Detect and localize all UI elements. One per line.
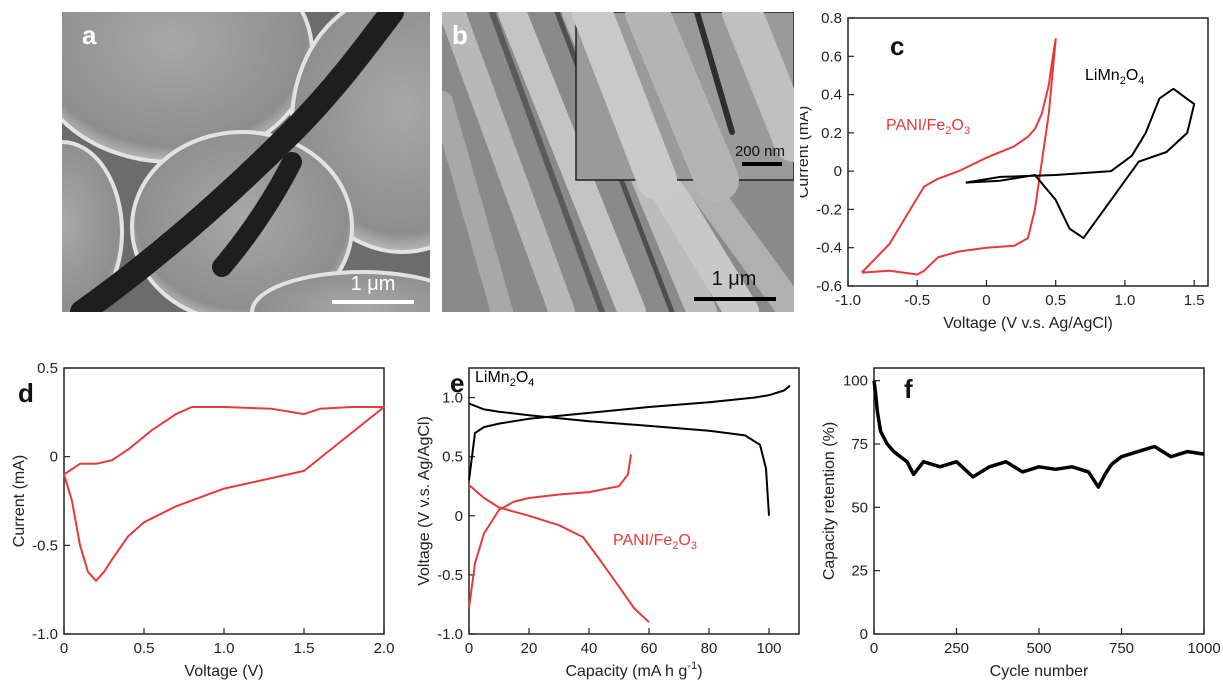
panel-f-xtick-label: 1000: [1187, 640, 1220, 657]
panel-d-xtick-label: 1.5: [294, 640, 315, 657]
panel-f-ytick-label: 50: [851, 499, 868, 516]
panel-c-series-1-line: [965, 87, 1196, 240]
panel-e-ylabel: Voltage (V v.s. Ag/AgCl): [416, 416, 433, 586]
panel-f-series-0-line: [872, 380, 1205, 489]
panel-f-chart: 0 250 500 750 1000 0 25 50 75 100 Cycle number Capa…: [821, 367, 1221, 680]
panel-b-image: 200 nm 1 μm b: [442, 12, 794, 312]
panel-e-chart: 0 20 40 60 80 100 -1.0 -0.5 0 0.5 1.0 Capacity (mA …: [416, 367, 800, 680]
panel-f-label: f: [904, 374, 913, 404]
panel-e-series-3-line: [468, 484, 650, 623]
panel-c-ytick-label: 0.8: [821, 10, 842, 27]
panel-e-label: e: [450, 368, 464, 398]
panel-e-xtick-label: 0: [465, 640, 473, 657]
panel-d-label: d: [18, 378, 34, 408]
panel-d-ytick-label: -0.5: [32, 537, 58, 554]
panel-e-xtick-label: 60: [641, 640, 658, 657]
panel-c-series-0-line: [861, 38, 1057, 276]
panel-e-xtick-label: 40: [581, 640, 598, 657]
panel-d-xlabel: Voltage (V): [184, 663, 263, 680]
panel-f-xtick-label: 250: [944, 640, 969, 657]
panel-e-ytick-label: -1.0: [437, 626, 463, 643]
panel-c-annotation-1: LiMn2O4: [1085, 67, 1144, 87]
panel-b-label: b: [452, 20, 468, 50]
panel-e-ytick-label: -0.5: [437, 567, 463, 584]
panel-c-xtick-label: 0.5: [1045, 292, 1066, 309]
panel-c-ytick-label: 0.6: [821, 48, 842, 65]
panel-a-scalebar-label: 1 μm: [351, 273, 396, 295]
panel-c-ytick-label: -0.4: [816, 240, 842, 257]
panel-c-xlabel: Voltage (V v.s. Ag/AgCl): [943, 315, 1113, 332]
panel-f-ytick-label: 100: [843, 373, 868, 390]
panel-e-xtick-label: 80: [701, 640, 718, 657]
panel-e-annotation-0: LiMn2O4: [475, 369, 534, 389]
panel-c-ylabel: Current (mA): [800, 106, 812, 198]
panel-f-plot-frame: [873, 367, 1205, 635]
panel-a-micrograph: 1 μm a: [62, 12, 430, 312]
panel-c-chart: -1.0 -0.5 0 0.5 1.0 1.5 -0.6 -0.4 -0.2 0 0.2 0.4 0.6…: [800, 10, 1209, 332]
panel-e-ytick-label: 0.5: [442, 449, 463, 466]
panel-d-chart: 0 0.5 1.0 1.5 2.0 -1.0 -0.5 0 0.5 Voltage (V) Curr…: [11, 360, 395, 680]
panel-c-ytick-label: 0.4: [821, 87, 842, 104]
panel-f-xtick-label: 500: [1026, 640, 1051, 657]
panel-c-ytick-label: -0.6: [816, 278, 842, 295]
panel-f-ytick-label: 0: [860, 626, 868, 643]
panel-f-ylabel: Capacity retention (%): [821, 422, 838, 580]
panel-b-inset-scalebar-label: 200 nm: [735, 143, 785, 160]
panel-c-annotation-0: PANI/Fe2O3: [886, 117, 970, 137]
panel-d-ytick-label: -1.0: [32, 626, 58, 643]
panel-d-series-0-line: [63, 406, 385, 582]
panel-a-image: 1 μm a: [62, 12, 430, 312]
panel-f-xtick-label: 750: [1109, 640, 1134, 657]
panel-c-ytick-label: -0.2: [816, 201, 842, 218]
panel-e-xlabel: Capacity (mA h g-1): [565, 660, 702, 680]
panel-c-xtick-label: -1.0: [835, 292, 861, 309]
panel-d-ylabel: Current (mA): [11, 455, 28, 547]
panel-e-series-2-line: [468, 454, 632, 609]
panel-e-series-0-line: [468, 384, 791, 481]
panel-d-xtick-label: 1.0: [214, 640, 235, 657]
panel-c-xtick-label: -0.5: [904, 292, 930, 309]
panel-e-annotation-1: PANI/Fe2O3: [613, 532, 697, 552]
panel-c-xtick-label: 1.5: [1184, 292, 1205, 309]
panel-c-ytick-label: 0.2: [821, 125, 842, 142]
panel-e-ytick-label: 1.0: [442, 390, 463, 407]
panel-d-xtick-label: 0.5: [134, 640, 155, 657]
panel-c-xtick-label: 0: [982, 292, 990, 309]
panel-c-label: c: [890, 31, 904, 61]
panel-a-label: a: [82, 20, 97, 50]
panel-f-xlabel: Cycle number: [990, 663, 1089, 680]
panel-e-plot-frame: [468, 367, 800, 635]
panel-d-ytick-label: 0.5: [37, 360, 58, 377]
panel-d-xtick-label: 2.0: [374, 640, 395, 657]
panel-d-ytick-label: 0: [50, 449, 58, 466]
panel-d-xtick-label: 0: [60, 640, 68, 657]
panel-b-micrograph: 200 nm 1 μm b: [442, 12, 794, 312]
panel-e-series-1-line: [468, 402, 770, 516]
panel-e-ytick-label: 0: [455, 508, 463, 525]
panel-e-xtick-label: 20: [521, 640, 538, 657]
panel-e-xtick-label: 100: [756, 640, 781, 657]
panel-f-ytick-label: 75: [851, 436, 868, 453]
panel-f-ytick-label: 25: [851, 563, 868, 580]
panel-c-plot-frame: [847, 17, 1209, 287]
panel-b-scalebar-label: 1 μm: [712, 268, 757, 290]
panel-f-xtick-label: 0: [870, 640, 878, 657]
panel-c-ytick-label: 0: [834, 163, 842, 180]
panel-c-xtick-label: 1.0: [1114, 292, 1135, 309]
